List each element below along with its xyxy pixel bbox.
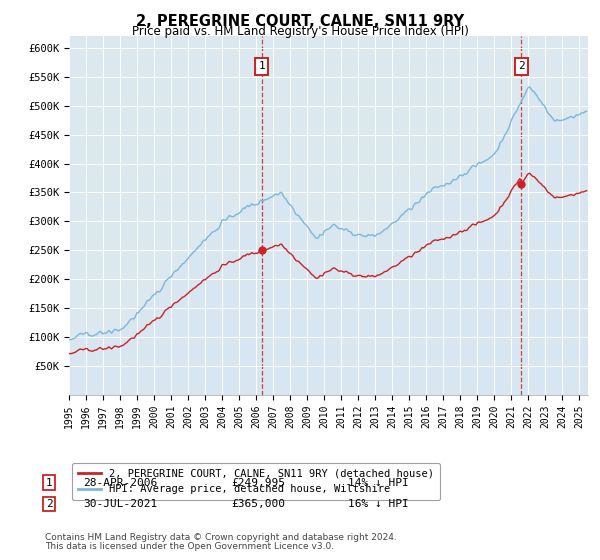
Text: 1: 1 — [46, 478, 53, 488]
Text: 2, PEREGRINE COURT, CALNE, SN11 9RY: 2, PEREGRINE COURT, CALNE, SN11 9RY — [136, 14, 464, 29]
Legend: 2, PEREGRINE COURT, CALNE, SN11 9RY (detached house), HPI: Average price, detach: 2, PEREGRINE COURT, CALNE, SN11 9RY (det… — [71, 463, 440, 501]
Text: This data is licensed under the Open Government Licence v3.0.: This data is licensed under the Open Gov… — [45, 542, 334, 551]
Text: £365,000: £365,000 — [231, 499, 285, 509]
Text: 14% ↓ HPI: 14% ↓ HPI — [348, 478, 409, 488]
Text: Price paid vs. HM Land Registry's House Price Index (HPI): Price paid vs. HM Land Registry's House … — [131, 25, 469, 38]
Text: 1: 1 — [259, 62, 265, 72]
Text: £249,995: £249,995 — [231, 478, 285, 488]
Text: 2: 2 — [518, 62, 524, 72]
Text: 30-JUL-2021: 30-JUL-2021 — [83, 499, 157, 509]
Text: 16% ↓ HPI: 16% ↓ HPI — [348, 499, 409, 509]
Text: 28-APR-2006: 28-APR-2006 — [83, 478, 157, 488]
Text: Contains HM Land Registry data © Crown copyright and database right 2024.: Contains HM Land Registry data © Crown c… — [45, 533, 397, 542]
Text: 2: 2 — [46, 499, 53, 509]
